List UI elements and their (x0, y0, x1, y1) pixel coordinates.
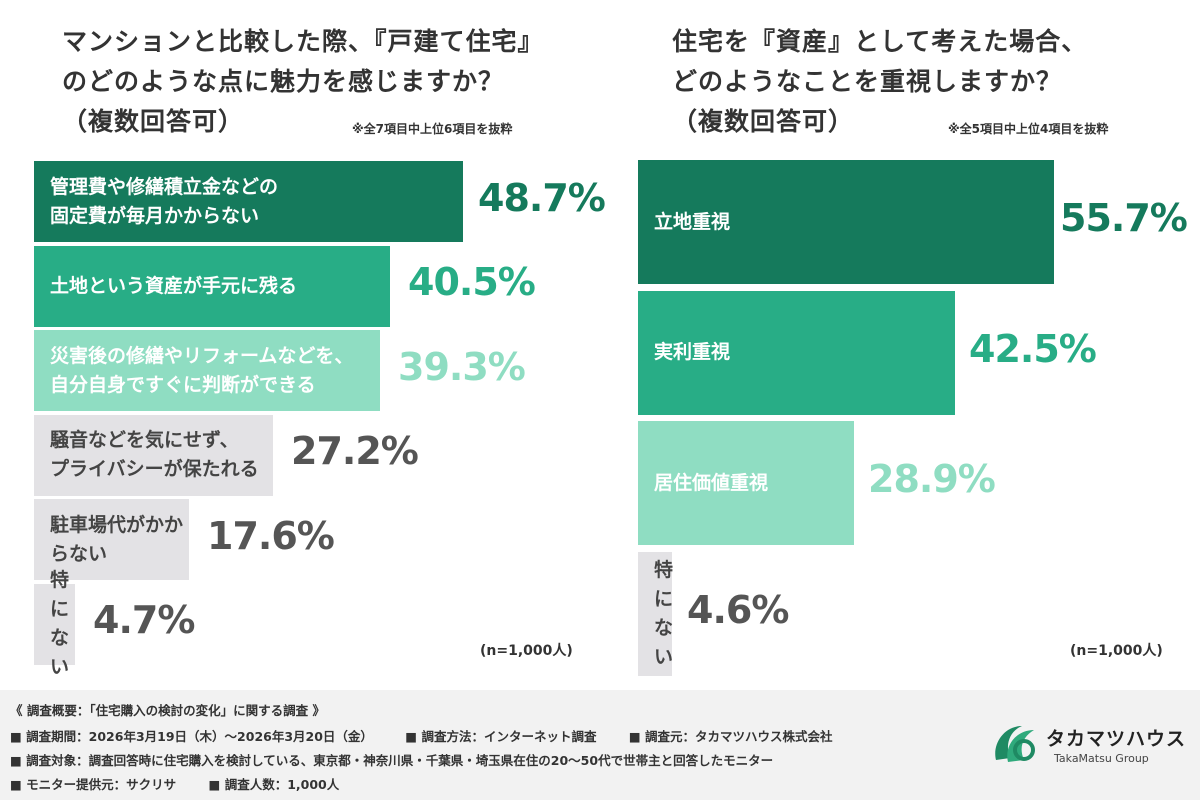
bar-1-0: 立地重視 (638, 160, 1054, 284)
bar-0-4: 駐車場代がかからない (34, 499, 189, 580)
takamatsu-logo-icon (995, 726, 1035, 762)
bar-1-2: 居住価値重視 (638, 421, 854, 545)
footer-method: ■ 調査方法：インターネット調査 (405, 729, 597, 744)
bar-label-0-1: 土地という資産が手元に残る (50, 274, 298, 297)
right-chart-panel: 住宅を『資産』として考えた場合、 どのようなことを重視しますか？ （複数回答可）… (600, 0, 1200, 690)
bar-value-0-2: 39.3% (398, 344, 526, 389)
bar-1-1: 実利重視 (638, 290, 955, 415)
footer-target: ■ 調査対象：調査回答時に住宅購入を検討している、東京都・神奈川県・千葉県・埼玉… (10, 753, 774, 768)
takamatsu-logo: タカマツハウス TakaMatsu Group (990, 720, 1190, 770)
bar-value-1-1: 42.5% (969, 326, 1097, 371)
bar-label-0-0: 管理費や修繕積立金などの 固定費が毎月かからない (50, 175, 279, 227)
bar-label-0-2: 災害後の修繕やリフォームなどを、 自分自身ですぐに判断ができる (50, 344, 354, 396)
left-title-line-2: のどのような点に魅力を感じますか？ (62, 67, 505, 96)
footer-period: ■ 調査期間：2026年3月19日（木）～2026年3月20日（金） (10, 729, 373, 744)
footer-line-4: ■ モニター提供元：サクリサ ■ 調査人数：1,000人 (10, 774, 367, 793)
bar-value-1-3: 4.6% (687, 587, 789, 632)
right-title-line-1: 住宅を『資産』として考えた場合、 (672, 27, 1088, 56)
bar-label-1-0: 立地重視 (654, 210, 731, 233)
left-title-line-1: マンションと比較した際、『戸建て住宅』 (62, 27, 544, 56)
footer-source: ■ 調査元：タカマツハウス株式会社 (628, 729, 833, 744)
bar-0-3: 騒音などを気にせず、 プライバシーが保たれる (34, 414, 273, 496)
bar-value-1-2: 28.9% (868, 457, 996, 501)
right-sample-size: (n=1,000人) (1070, 643, 1163, 659)
logo-name: タカマツハウス (1046, 728, 1187, 750)
left-chart-title: マンションと比較した際、『戸建て住宅』 のどのような点に魅力を感じますか？ （複… (62, 22, 544, 142)
bar-label-0-5: 特にない (50, 569, 70, 678)
bar-label-1-2: 居住価値重視 (654, 471, 769, 494)
footer-heading: 《 調査概要：「住宅購入の検討の変化」に関する調査 》 (10, 703, 325, 718)
bar-label-0-3: 騒音などを気にせず、 プライバシーが保たれる (50, 429, 259, 480)
logo-sub: TakaMatsu Group (1054, 752, 1149, 765)
bar-1-3: 特にない (638, 551, 674, 676)
right-title-line-2: どのようなことを重視しますか？ (672, 67, 1063, 96)
bar-label-0-4: 駐車場代がかからない (50, 513, 184, 565)
footer-line-2: ■ 調査期間：2026年3月19日（木）～2026年3月20日（金） ■ 調査方… (10, 726, 861, 745)
bar-0-1: 土地という資産が手元に残る (34, 245, 390, 327)
bar-0-5: 特にない (34, 569, 75, 678)
bar-0-2: 災害後の修繕やリフォームなどを、 自分自身ですぐに判断ができる (34, 330, 380, 411)
footer-count: ■ 調査人数：1,000人 (208, 777, 340, 792)
left-title-line-3: （複数回答可） (62, 107, 245, 136)
left-sample-size: (n=1,000人) (480, 643, 573, 659)
bar-value-1-0: 55.7% (1060, 196, 1188, 240)
left-chart-panel: マンションと比較した際、『戸建て住宅』 のどのような点に魅力を感じますか？ （複… (0, 0, 606, 690)
right-chart-title: 住宅を『資産』として考えた場合、 どのようなことを重視しますか？ （複数回答可） (672, 22, 1087, 142)
bar-value-0-4: 17.6% (207, 513, 335, 558)
right-chart-note: ※全5項目中上位4項目を抜粋 (948, 122, 1109, 136)
bar-label-1-3: 特にない (654, 558, 674, 668)
right-title-line-3: （複数回答可） (672, 107, 855, 136)
bar-label-1-1: 実利重視 (654, 341, 731, 363)
left-chart-note: ※全7項目中上位6項目を抜粋 (352, 122, 513, 136)
footer-provider: ■ モニター提供元：サクリサ (10, 777, 177, 792)
bar-value-0-3: 27.2% (291, 429, 419, 473)
bar-value-0-1: 40.5% (408, 260, 536, 304)
bar-value-0-0: 48.7% (478, 175, 606, 220)
bar-value-0-5: 4.7% (93, 598, 195, 642)
survey-footer: 《 調査概要：「住宅購入の検討の変化」に関する調査 》 ■ 調査期間：2026年… (0, 690, 1200, 800)
bar-0-0: 管理費や修繕積立金などの 固定費が毎月かからない (34, 161, 463, 242)
